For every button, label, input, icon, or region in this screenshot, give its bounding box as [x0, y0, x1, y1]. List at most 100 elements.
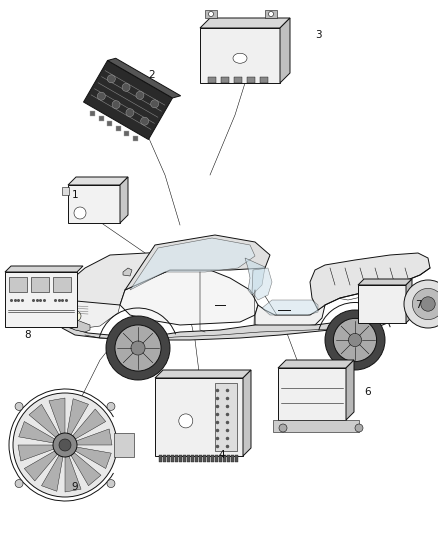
Text: 9: 9 [72, 482, 78, 492]
Bar [200, 28, 280, 83]
Circle shape [131, 341, 145, 355]
Polygon shape [84, 60, 173, 140]
Text: 6: 6 [365, 387, 371, 397]
Polygon shape [68, 177, 128, 185]
Circle shape [279, 424, 287, 432]
Polygon shape [200, 18, 290, 28]
Circle shape [325, 310, 385, 370]
Circle shape [355, 424, 363, 432]
Polygon shape [5, 266, 83, 272]
Bar [203, 455, 206, 462]
Polygon shape [123, 268, 132, 276]
Circle shape [115, 325, 161, 371]
Polygon shape [62, 310, 395, 340]
Text: 7: 7 [415, 300, 421, 310]
Bar [62, 187, 69, 195]
Bar [114, 433, 134, 457]
Bar [208, 77, 216, 83]
Bar [116, 126, 121, 131]
Bar [227, 455, 230, 462]
Bar [90, 111, 95, 116]
Circle shape [59, 439, 71, 451]
Bar [179, 455, 182, 462]
Bar [234, 77, 242, 83]
Polygon shape [310, 253, 430, 310]
Circle shape [136, 91, 144, 99]
Polygon shape [125, 235, 270, 290]
Bar [223, 455, 226, 462]
Bar [124, 131, 130, 136]
Circle shape [107, 402, 115, 410]
Circle shape [208, 12, 213, 17]
Bar [107, 121, 112, 126]
Circle shape [151, 100, 159, 108]
Bar [265, 10, 277, 18]
Bar [99, 116, 103, 121]
Circle shape [268, 12, 273, 17]
Bar [9, 277, 27, 292]
Bar [231, 455, 234, 462]
Bar [133, 136, 138, 141]
Polygon shape [107, 58, 180, 98]
Polygon shape [42, 455, 63, 491]
Polygon shape [62, 310, 90, 332]
Polygon shape [155, 370, 251, 378]
Polygon shape [19, 422, 55, 443]
Polygon shape [262, 300, 318, 315]
Bar [247, 77, 255, 83]
Bar [199, 455, 202, 462]
Bar [278, 368, 346, 420]
Text: 8: 8 [25, 330, 31, 340]
Bar [183, 455, 186, 462]
Bar [159, 455, 162, 462]
Bar [215, 455, 218, 462]
Polygon shape [65, 456, 81, 492]
Circle shape [15, 480, 23, 488]
Polygon shape [76, 429, 112, 445]
Circle shape [71, 311, 81, 321]
Bar [5, 272, 77, 327]
Circle shape [97, 92, 106, 100]
Circle shape [112, 101, 120, 109]
Bar [207, 455, 210, 462]
Polygon shape [18, 445, 54, 461]
Bar [53, 277, 71, 292]
Circle shape [141, 117, 148, 125]
Polygon shape [358, 279, 412, 285]
Polygon shape [120, 270, 258, 325]
Bar [219, 455, 222, 462]
Text: 2: 2 [148, 70, 155, 80]
Bar [235, 455, 238, 462]
Polygon shape [29, 405, 59, 437]
Circle shape [107, 75, 115, 83]
Text: 3: 3 [314, 30, 321, 40]
Text: 1: 1 [72, 190, 78, 200]
Circle shape [333, 318, 377, 361]
Circle shape [122, 83, 130, 91]
Circle shape [107, 480, 115, 488]
Text: 4: 4 [219, 450, 225, 460]
Polygon shape [252, 268, 272, 300]
Circle shape [126, 109, 134, 117]
Bar [187, 455, 190, 462]
Polygon shape [280, 18, 290, 83]
Polygon shape [130, 238, 255, 290]
Polygon shape [278, 360, 354, 368]
Polygon shape [62, 293, 120, 328]
Circle shape [74, 207, 86, 219]
Ellipse shape [233, 53, 247, 63]
Bar [68, 185, 120, 223]
Polygon shape [24, 451, 57, 481]
Circle shape [404, 280, 438, 328]
Polygon shape [73, 409, 106, 439]
Bar [195, 455, 198, 462]
Bar [273, 420, 359, 432]
Polygon shape [245, 258, 265, 295]
Circle shape [15, 402, 23, 410]
Bar [163, 455, 166, 462]
Bar [171, 455, 174, 462]
Polygon shape [255, 305, 325, 328]
Bar [31, 277, 49, 292]
Polygon shape [71, 453, 101, 486]
Bar [175, 455, 178, 462]
